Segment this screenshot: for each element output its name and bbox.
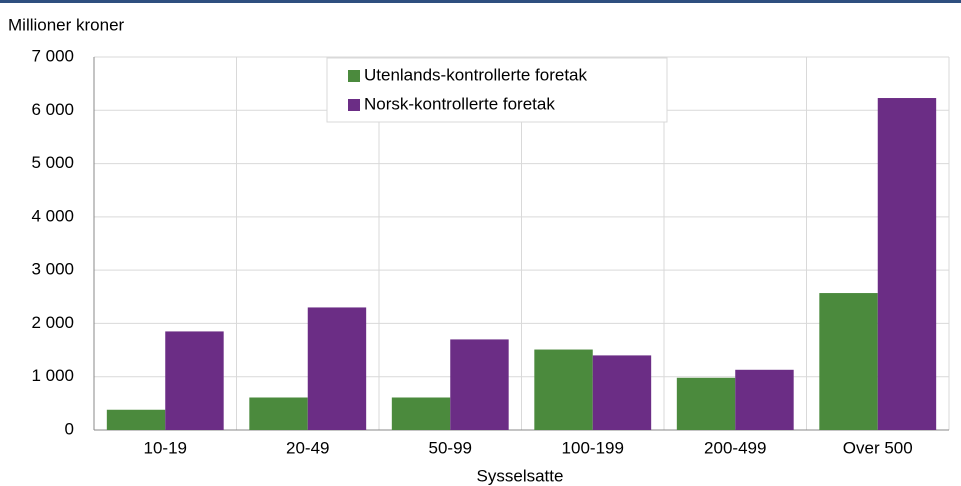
x-tick-label: 100-199 [562,438,624,457]
y-tick-label: 2 000 [31,313,74,332]
bar [676,377,736,430]
x-tick-label: 10-19 [144,438,187,457]
y-tick-label: 1 000 [31,366,74,385]
bar [391,397,451,430]
y-tick-label: 0 [65,419,74,438]
bar [592,355,652,430]
legend-label: Utenlands-kontrollerte foretak [364,65,588,84]
y-axis-label: Millioner kroner [8,15,125,34]
x-tick-label: 50-99 [429,438,472,457]
bar [819,293,878,430]
legend-swatch [348,99,360,111]
bar [450,339,509,430]
x-tick-label: 200-499 [704,438,766,457]
top-border [0,0,961,3]
legend-label: Norsk-kontrollerte foretak [364,94,555,113]
legend-box [326,57,668,123]
bar [534,349,593,430]
bar [307,307,367,430]
y-tick-label: 3 000 [31,260,74,279]
bar [165,331,224,430]
y-tick-label: 6 000 [31,100,74,119]
x-tick-label: 20-49 [286,438,329,457]
bar [106,409,166,430]
bar [735,369,794,430]
bar [877,98,937,430]
y-tick-label: 7 000 [31,46,74,65]
x-axis-label: Sysselsatte [477,466,564,485]
bar [249,397,308,430]
x-tick-label: Over 500 [843,438,913,457]
y-tick-label: 4 000 [31,206,74,225]
y-tick-label: 5 000 [31,153,74,172]
legend-swatch [348,70,360,82]
